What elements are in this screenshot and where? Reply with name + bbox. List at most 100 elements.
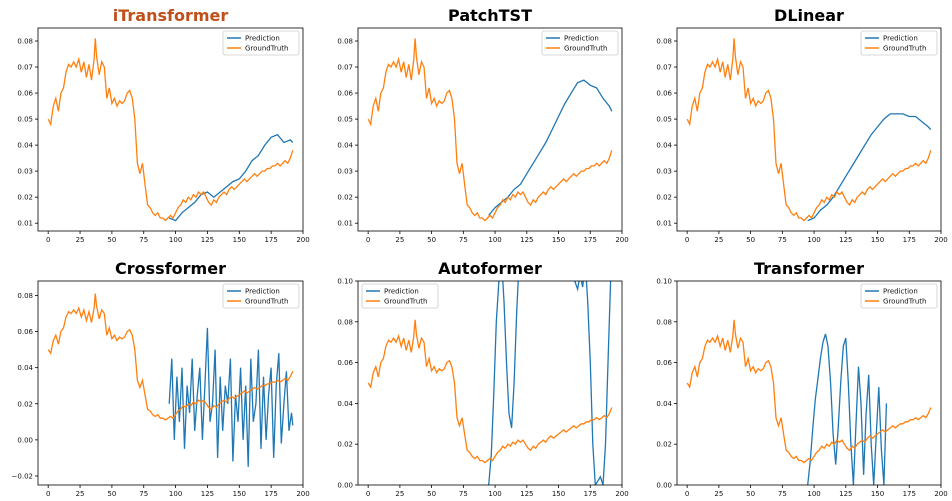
legend-box — [222, 283, 300, 309]
y-tick-label: 0.04 — [656, 400, 672, 408]
x-tick-label: 25 — [395, 490, 404, 498]
y-tick-label: 0.01 — [337, 220, 353, 228]
plot-area — [47, 293, 294, 467]
y-tick-label: −0.02 — [12, 472, 33, 480]
legend-box — [361, 283, 439, 309]
legend-label: GroundTruth — [883, 45, 927, 53]
y-tick-label: 0.04 — [337, 400, 353, 408]
x-tick-label: 100 — [807, 490, 820, 498]
x-tick-label: 50 — [746, 490, 755, 498]
x-tick-label: 125 — [520, 236, 533, 244]
y-tick-label: 0.05 — [17, 116, 33, 124]
y-tick-label: 0.08 — [337, 318, 353, 326]
axes-frame — [357, 27, 623, 232]
y-tick-label: 0.07 — [656, 64, 672, 72]
x-tick-label: 175 — [584, 490, 597, 498]
y-tick-label: 0.03 — [337, 168, 353, 176]
groundtruth-line — [686, 38, 932, 222]
y-tick-label: 0.06 — [17, 90, 33, 98]
y-tick-label: 0.02 — [17, 194, 33, 202]
x-tick-label: 150 — [233, 236, 246, 244]
legend-label: GroundTruth — [384, 298, 428, 306]
y-tick-label: 0.08 — [656, 38, 672, 46]
legend: Prediction GroundTruth — [541, 30, 619, 56]
y-tick-label: 0.02 — [337, 194, 353, 202]
y-tick-label: 0.00 — [337, 482, 353, 490]
x-tick-label: 200 — [934, 236, 947, 244]
y-tick-label: 0.03 — [17, 168, 33, 176]
y-tick-label: 0.00 — [656, 482, 672, 490]
x-tick-label: 200 — [934, 490, 947, 498]
x-tick-label: 125 — [839, 236, 852, 244]
x-tick-label: 125 — [201, 490, 214, 498]
x-tick-label: 125 — [839, 490, 852, 498]
chart-title: Transformer — [754, 259, 864, 278]
y-tick-label: 0.07 — [17, 64, 33, 72]
subplot-3: DLinear 0 25 50 75 100 125 150 175 200 0.01 0.02 0.0… — [656, 6, 947, 244]
prediction-line — [807, 113, 932, 222]
y-tick-label: 0.04 — [656, 142, 672, 150]
axes-frame — [676, 27, 942, 232]
x-tick-label: 100 — [488, 490, 501, 498]
x-tick-label: 150 — [552, 236, 565, 244]
legend-label: GroundTruth — [883, 298, 927, 306]
x-tick-label: 100 — [807, 236, 820, 244]
x-tick-label: 175 — [903, 490, 916, 498]
x-tick-label: 75 — [778, 490, 787, 498]
y-tick-label: 0.02 — [337, 441, 353, 449]
chart-title: iTransformer — [113, 6, 229, 25]
x-tick-label: 200 — [296, 490, 309, 498]
y-tick-label: 0.06 — [337, 359, 353, 367]
chart-title: Autoformer — [438, 259, 542, 278]
x-tick-label: 150 — [871, 236, 884, 244]
plot-area — [686, 319, 932, 485]
y-tick-label: 0.04 — [17, 364, 33, 372]
plot-area — [367, 38, 613, 222]
legend-box — [541, 30, 619, 56]
legend-label: Prediction — [245, 35, 280, 43]
x-tick-label: 0 — [685, 236, 689, 244]
x-tick-label: 100 — [488, 236, 501, 244]
y-tick-label: 0.04 — [17, 142, 33, 150]
y-tick-label: 0.10 — [337, 278, 353, 286]
y-tick-label: 0.06 — [337, 90, 353, 98]
axes-frame — [37, 27, 304, 232]
prediction-line — [488, 281, 612, 485]
y-tick-label: 0.02 — [656, 194, 672, 202]
plot-area — [367, 281, 613, 485]
groundtruth-line — [47, 293, 294, 421]
y-tick-label: 0.01 — [656, 220, 672, 228]
x-tick-label: 50 — [746, 236, 755, 244]
y-tick-label: 0.04 — [337, 142, 353, 150]
x-tick-label: 125 — [520, 490, 533, 498]
x-tick-label: 0 — [685, 490, 689, 498]
x-tick-label: 150 — [233, 490, 246, 498]
x-tick-label: 100 — [169, 236, 182, 244]
x-tick-label: 0 — [366, 490, 370, 498]
subplot-2: PatchTST 0 25 50 75 100 125 150 175 200 0.01 0.02 0.… — [337, 6, 628, 244]
x-tick-label: 175 — [264, 490, 277, 498]
y-tick-label: 0.08 — [656, 318, 672, 326]
x-tick-label: 150 — [871, 490, 884, 498]
prediction-line — [488, 79, 613, 216]
legend-box — [860, 30, 938, 56]
x-tick-label: 0 — [46, 490, 50, 498]
plot-area — [686, 38, 932, 222]
x-tick-label: 50 — [107, 236, 116, 244]
legend-label: GroundTruth — [245, 45, 289, 53]
y-tick-label: 0.05 — [656, 116, 672, 124]
groundtruth-line — [47, 38, 294, 222]
x-tick-label: 25 — [714, 236, 723, 244]
groundtruth-line — [686, 319, 932, 464]
y-tick-label: 0.08 — [17, 38, 33, 46]
y-tick-label: 0.08 — [17, 292, 33, 300]
legend: Prediction GroundTruth — [361, 283, 439, 309]
x-tick-label: 0 — [46, 236, 50, 244]
x-tick-label: 150 — [552, 490, 565, 498]
x-tick-label: 25 — [76, 490, 85, 498]
x-tick-label: 125 — [201, 236, 214, 244]
chart-title: DLinear — [774, 6, 844, 25]
subplot-1: iTransformer 0 25 50 75 100 125 150 175 200 0.01 0.… — [17, 6, 309, 244]
subplot-5: Autoformer 0 25 50 75 100 125 150 175 200 0.00 0.02… — [337, 259, 628, 498]
x-tick-label: 75 — [459, 236, 468, 244]
